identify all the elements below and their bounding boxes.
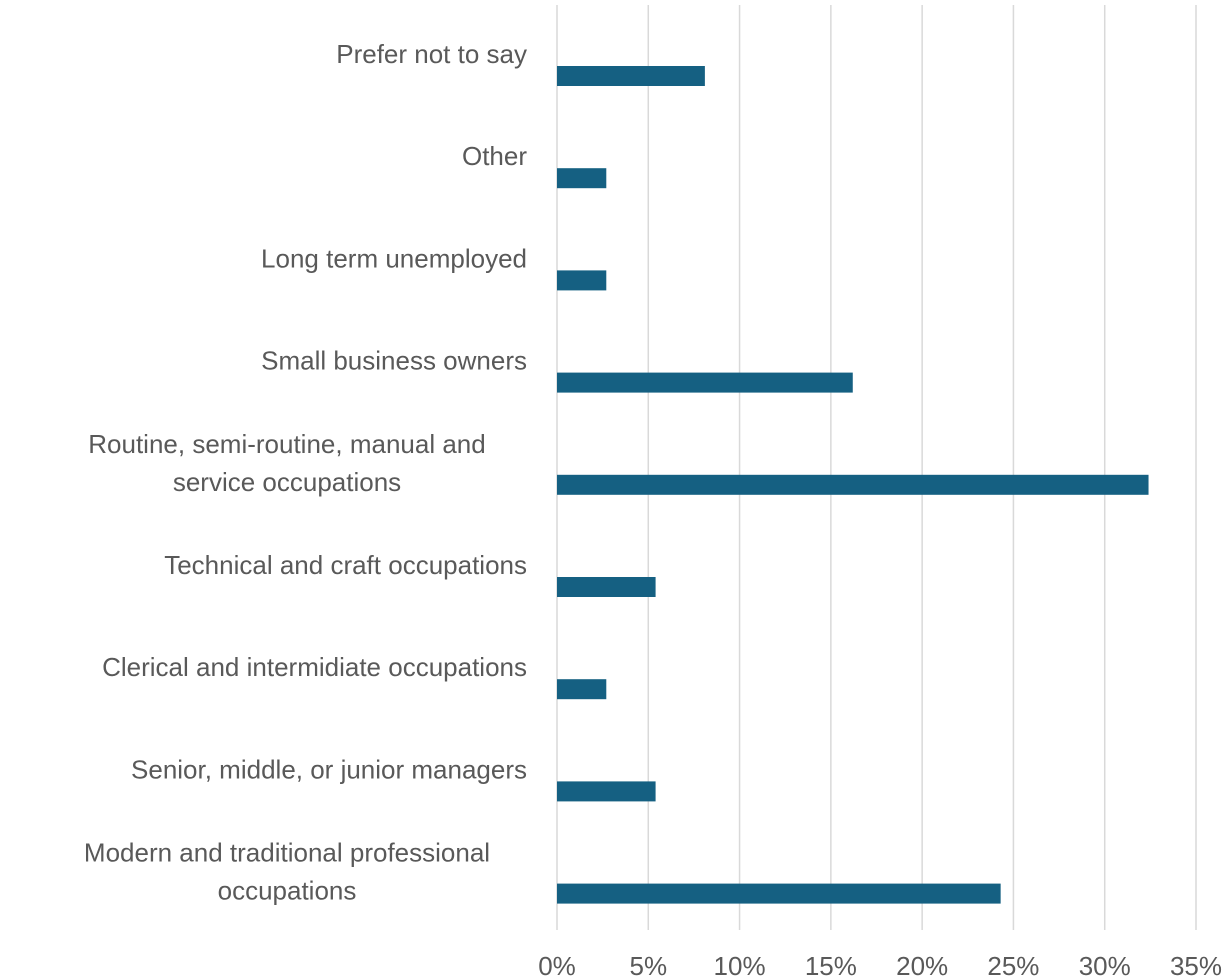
- y-tick-label: Small business owners: [261, 346, 527, 376]
- y-tick-label: Senior, middle, or junior managers: [131, 754, 527, 784]
- bar: [557, 168, 607, 189]
- y-tick-label: Technical and craft occupations: [164, 550, 527, 580]
- x-tick-label: 0%: [538, 951, 576, 980]
- x-tick-label: 10%: [714, 951, 766, 980]
- y-tick-label: Clerical and intermidiate occupations: [102, 652, 527, 682]
- x-tick-label: 5%: [629, 951, 667, 980]
- bar: [557, 66, 705, 86]
- bar: [557, 679, 607, 700]
- y-tick-label: Prefer not to say: [336, 39, 527, 69]
- y-tick-label: Modern and traditional professional occup…: [84, 838, 490, 906]
- bar: [557, 577, 656, 597]
- y-tick-label: Routine, semi-routine, manual and service…: [88, 429, 485, 497]
- bar: [557, 781, 656, 802]
- bar: [557, 883, 1001, 904]
- x-tick-label: 30%: [1079, 951, 1131, 980]
- x-tick-label: 25%: [987, 951, 1039, 980]
- bar: [557, 372, 853, 393]
- y-tick-label: Long term unemployed: [261, 243, 527, 273]
- y-tick-label: Other: [462, 141, 527, 171]
- x-tick-label: 20%: [896, 951, 948, 980]
- x-tick-label: 35%: [1170, 951, 1222, 980]
- bar: [557, 270, 607, 291]
- bar: [557, 474, 1149, 495]
- x-tick-label: 15%: [805, 951, 857, 980]
